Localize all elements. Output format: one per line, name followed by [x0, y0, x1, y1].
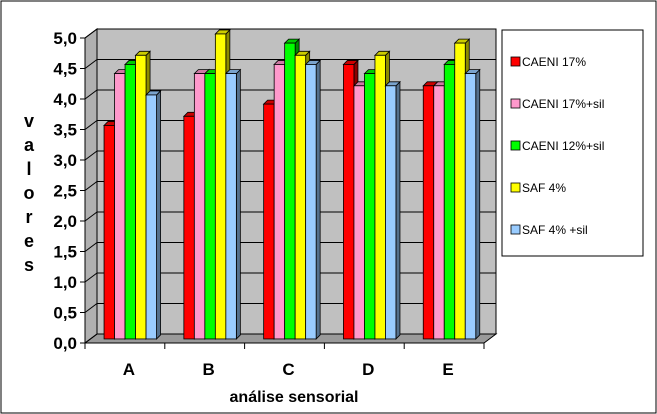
y-tick-label: 5,0	[53, 29, 77, 48]
x-category-label: A	[123, 360, 135, 379]
legend: CAENI 17% CAENI 17%+sil CAENI 12%+sil SAF 4…	[501, 29, 644, 257]
y-tick-label: 4,0	[53, 90, 77, 109]
gridline-diagonal	[84, 333, 98, 344]
y-tick-label: 2,0	[53, 212, 77, 231]
bar-front	[114, 73, 126, 340]
x-category-label: E	[442, 360, 453, 379]
legend-label: SAF 4%	[522, 181, 566, 195]
bars	[103, 28, 481, 340]
bar-front	[364, 73, 376, 340]
y-tick-label: 0,5	[53, 304, 77, 323]
bar-front	[225, 73, 237, 340]
legend-swatch	[510, 224, 521, 235]
bar-side	[156, 89, 161, 340]
y-axis-title-letter: a	[24, 135, 35, 155]
bar-side	[395, 80, 401, 340]
legend-swatch	[510, 182, 521, 193]
bar	[464, 68, 481, 340]
bar-front	[443, 64, 456, 340]
bar-front	[284, 42, 296, 340]
bar-side	[235, 68, 241, 340]
y-tick-label: 3,0	[53, 151, 77, 170]
y-axis-title-letter: r	[25, 207, 32, 227]
gridline-diagonal	[84, 181, 98, 191]
y-tick-labels: 0,0 0,5 1,0 1,5 2,0 2,5 3,0 3,5 4,0 4,5 5,0	[53, 29, 77, 353]
bar	[384, 80, 401, 340]
y-axis-title-letter: o	[24, 183, 35, 203]
x-category-labels: A B C D E	[123, 360, 454, 379]
legend-item: CAENI 17%	[510, 55, 586, 69]
legend-item: CAENI 12%+sil	[510, 139, 604, 153]
bar-front	[353, 85, 365, 340]
gridline-diagonal	[84, 272, 98, 283]
bar-front	[464, 73, 477, 340]
y-tick-label: 0,0	[53, 334, 77, 353]
legend-label: CAENI 17%+sil	[522, 97, 604, 111]
bar-front	[103, 125, 115, 340]
bar-side	[315, 59, 321, 340]
bar-front	[385, 85, 397, 340]
bar-front	[193, 73, 206, 340]
bar-front	[124, 64, 136, 340]
bar-front	[273, 64, 286, 340]
gridline-diagonal	[84, 28, 98, 39]
bar-front	[204, 73, 216, 340]
bar-front	[183, 115, 195, 340]
bar-front	[145, 94, 157, 340]
y-axis-title-letter: s	[24, 255, 34, 275]
bar-front	[343, 64, 355, 340]
bar-front	[135, 54, 147, 340]
legend-swatch	[510, 98, 521, 109]
bar-front	[374, 54, 386, 340]
legend-box	[501, 29, 644, 257]
x-axis-title: análise sensorial	[230, 389, 359, 406]
axes	[80, 37, 485, 349]
y-tick-label: 3,5	[53, 121, 77, 140]
y-axis-title-letter: e	[24, 231, 34, 251]
legend-swatch	[510, 56, 521, 67]
bar	[145, 89, 162, 340]
y-axis-title-letter: v	[24, 111, 34, 131]
bar	[224, 68, 242, 340]
bar-front	[422, 85, 435, 340]
y-tick-label: 1,5	[53, 243, 77, 262]
y-tick-label: 1,0	[53, 273, 77, 292]
legend-label: CAENI 17%	[522, 55, 586, 69]
gridline-diagonal	[84, 120, 98, 130]
legend-item: SAF 4%	[510, 181, 566, 195]
x-category-label: C	[282, 360, 294, 379]
y-tick-label: 4,5	[53, 60, 77, 79]
legend-item: SAF 4% +sil	[510, 223, 588, 237]
bar-front	[305, 64, 317, 340]
bar-front	[294, 54, 307, 340]
bar-side	[475, 68, 481, 340]
gridline-diagonal	[84, 211, 98, 222]
gridline-diagonal	[84, 303, 98, 313]
bar	[304, 59, 322, 340]
y-axis-title-letter: l	[26, 159, 31, 179]
gridline-diagonal	[84, 150, 98, 161]
x-category-label: D	[362, 360, 374, 379]
legend-item: CAENI 17%+sil	[510, 97, 604, 111]
bar-front	[454, 42, 466, 340]
bar-front	[263, 103, 275, 340]
gridline-diagonal	[84, 59, 98, 69]
y-tick-label: 2,5	[53, 182, 77, 201]
bar-front	[214, 33, 227, 340]
bar-front	[433, 85, 445, 340]
legend-label: SAF 4% +sil	[522, 223, 588, 237]
gridline-diagonal	[84, 89, 98, 100]
x-category-label: B	[203, 360, 215, 379]
legend-label: CAENI 12%+sil	[522, 139, 604, 153]
gridline-diagonal	[84, 242, 98, 252]
legend-swatch	[510, 140, 521, 151]
